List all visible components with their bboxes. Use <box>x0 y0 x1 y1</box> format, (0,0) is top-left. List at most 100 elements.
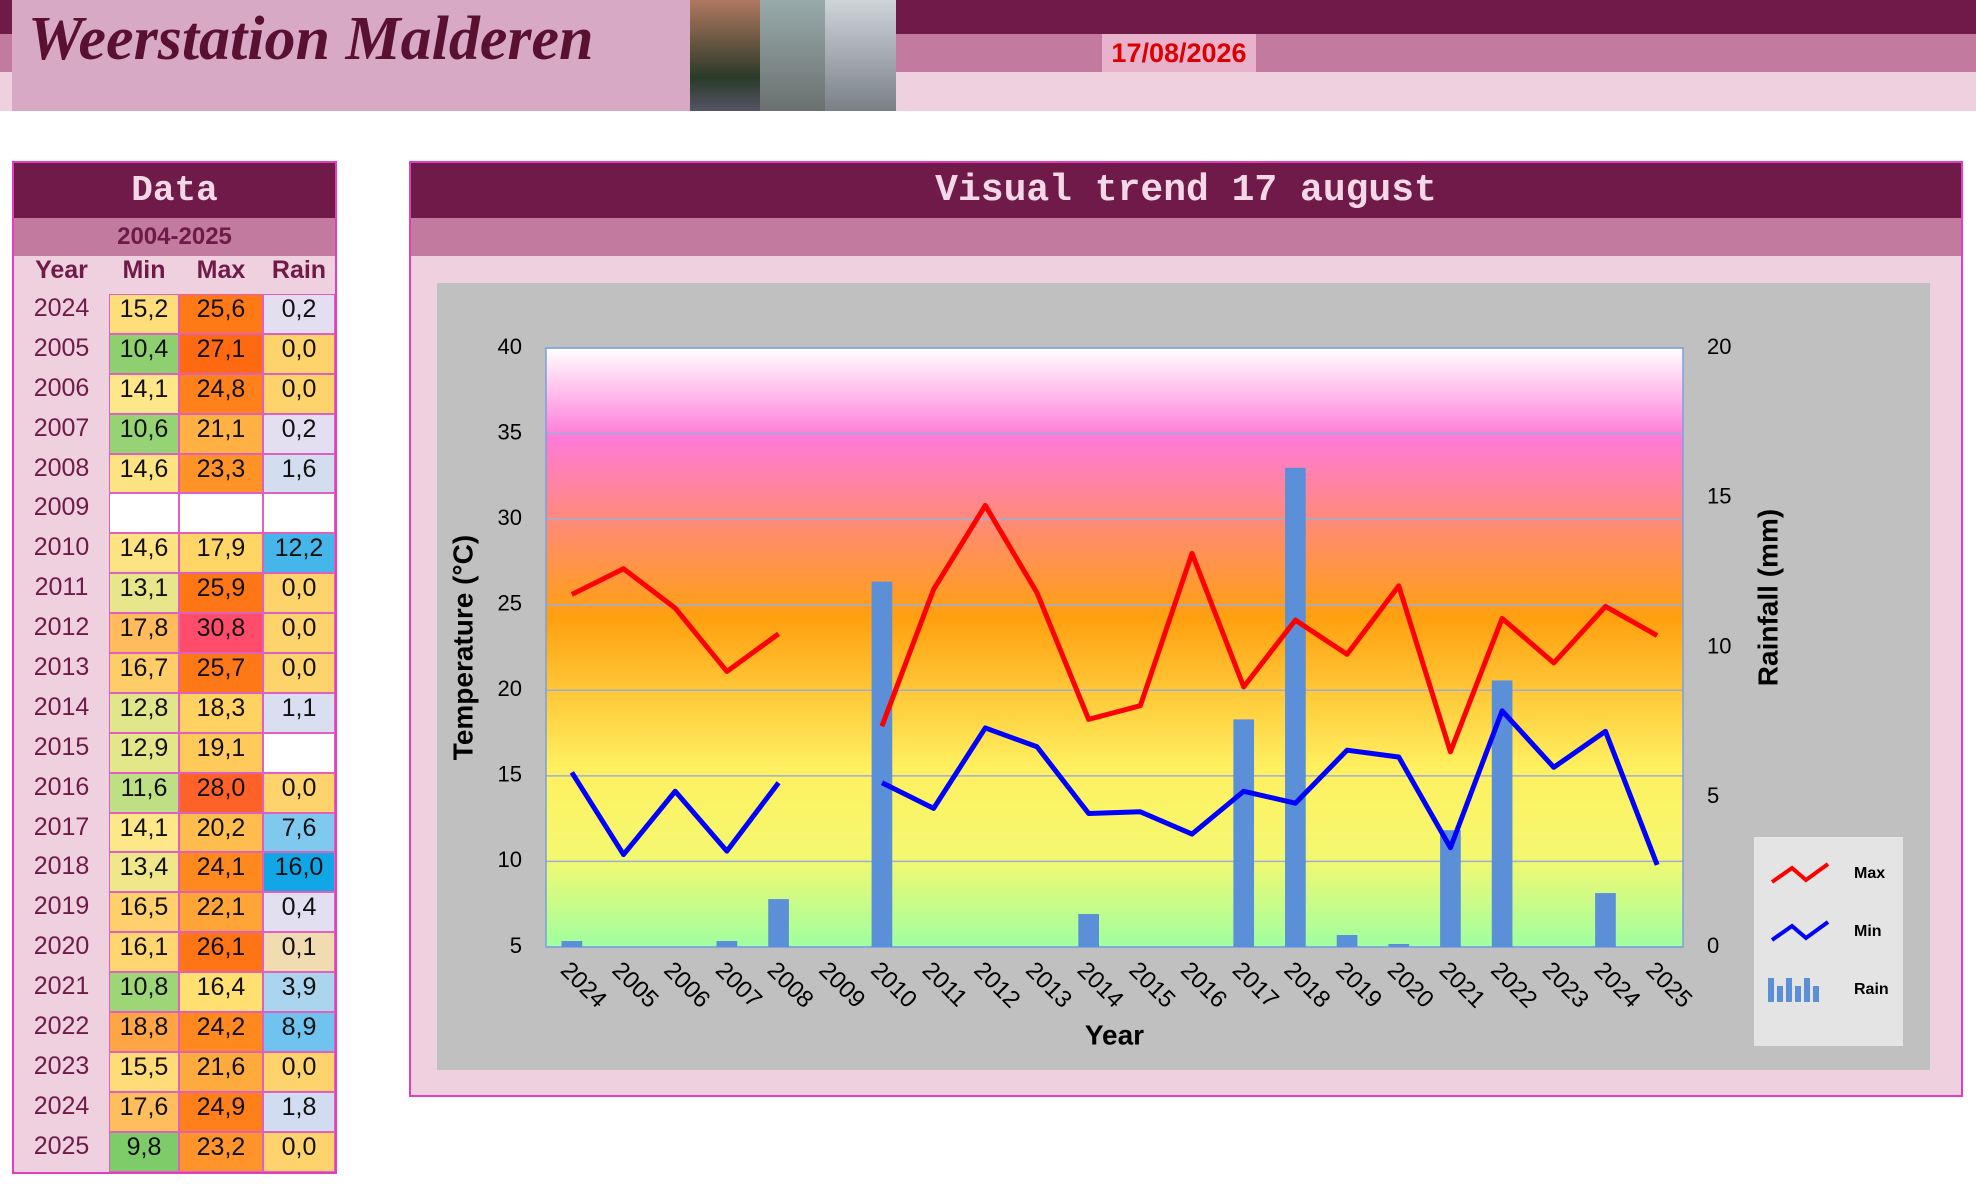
value-cell: 24,2 <box>179 1012 263 1052</box>
year-cell: 2021 <box>33 972 90 1001</box>
value-cell: 14,6 <box>109 453 179 494</box>
y-tick-label: 15 <box>498 762 522 787</box>
value-cell: 12,2 <box>263 533 335 574</box>
value-cell: 0,0 <box>263 333 335 374</box>
value-cell: 25,6 <box>179 294 263 334</box>
legend-icon <box>1770 920 1830 942</box>
y-tick-label: 20 <box>498 676 522 701</box>
rain-bar <box>1285 467 1306 947</box>
value-cell: 21,1 <box>179 413 263 454</box>
rain-bar <box>716 941 738 947</box>
legend-label: Rain <box>1854 981 1889 998</box>
value-cell: 17,9 <box>179 533 263 574</box>
value-cell: 24,1 <box>179 852 263 893</box>
table-row: 2022 18,8 24,2 8,9 <box>14 1012 335 1052</box>
chart-title: Visual trend 17 august <box>411 163 1961 218</box>
rain-bar <box>1233 719 1255 947</box>
value-cell <box>179 493 263 534</box>
value-cell: 15,5 <box>109 1051 179 1092</box>
value-cell: 10,4 <box>109 333 179 374</box>
value-cell: 1,8 <box>263 1091 335 1132</box>
y-tick-label: 5 <box>510 933 522 958</box>
y2-axis-title: Rainfall (mm) <box>1752 509 1783 686</box>
table-row: 2007 10,6 21,1 0,2 <box>14 413 335 454</box>
value-cell: 12,8 <box>109 692 179 733</box>
value-cell: 0,2 <box>263 294 335 334</box>
value-cell: 0,0 <box>263 573 335 614</box>
value-cell: 21,6 <box>179 1051 263 1092</box>
legend-icon <box>1768 978 1774 1002</box>
table-row: 2017 14,1 20,2 7,6 <box>14 812 335 853</box>
legend-icon <box>1786 978 1792 1002</box>
value-cell: 1,6 <box>263 453 335 494</box>
value-cell: 14,1 <box>109 373 179 414</box>
year-cell: 2013 <box>33 653 90 682</box>
value-cell: 24,8 <box>179 373 263 414</box>
column-header: Min <box>122 256 166 284</box>
table-title: Data <box>14 163 335 218</box>
table-row: 2011 13,1 25,9 0,0 <box>14 573 335 614</box>
value-cell: 11,6 <box>109 772 179 813</box>
table-row: 2021 10,8 16,4 3,9 <box>14 972 335 1013</box>
value-cell: 9,8 <box>109 1131 179 1172</box>
x-axis-title: Year <box>1085 1019 1144 1050</box>
value-cell: 0,0 <box>263 772 335 813</box>
year-cell: 2016 <box>33 772 90 801</box>
value-cell: 0,0 <box>263 613 335 654</box>
value-cell: 18,3 <box>179 692 263 733</box>
year-cell: 2020 <box>33 932 90 961</box>
table-row: 2012 17,8 30,8 0,0 <box>14 613 335 654</box>
y-tick-label: 35 <box>498 419 522 444</box>
value-cell: 18,8 <box>109 1012 179 1052</box>
year-cell: 2018 <box>33 852 90 881</box>
year-cell: 2005 <box>33 333 90 362</box>
year-cell: 2011 <box>34 573 89 602</box>
header-row: Year Min Max Rain <box>14 256 335 294</box>
rain-bar <box>1078 914 1099 947</box>
value-cell <box>263 493 335 534</box>
value-cell <box>109 493 179 534</box>
legend-icon <box>1813 986 1819 1002</box>
table-row: 2020 16,1 26,1 0,1 <box>14 932 335 973</box>
value-cell: 0,0 <box>263 1131 335 1172</box>
y-tick-label: 30 <box>498 505 522 530</box>
y2-tick-label: 0 <box>1707 933 1719 958</box>
value-cell: 25,7 <box>179 653 263 693</box>
value-cell: 0,4 <box>263 892 335 933</box>
table-row: 2024 15,2 25,6 0,2 <box>14 294 335 334</box>
value-cell: 17,8 <box>109 613 179 654</box>
data-table: Data 2004-2025 Year Min Max Rain 2024 15,2 25,… <box>12 161 337 1174</box>
value-cell: 26,1 <box>179 932 263 973</box>
table-row: 2024 17,6 24,9 1,8 <box>14 1091 335 1132</box>
table-row: 2018 13,4 24,1 16,0 <box>14 852 335 893</box>
value-cell: 0,1 <box>263 932 335 973</box>
line-series <box>570 502 1659 755</box>
y2-tick-label: 5 <box>1707 783 1719 808</box>
value-cell: 16,7 <box>109 653 179 693</box>
column-header: Rain <box>271 256 327 284</box>
table-row: 2023 15,5 21,6 0,0 <box>14 1051 335 1092</box>
table-row: 2006 14,1 24,8 0,0 <box>14 373 335 414</box>
y-tick-label: 40 <box>498 334 522 359</box>
value-cell: 23,2 <box>179 1131 263 1172</box>
value-cell: 7,6 <box>263 812 335 853</box>
value-cell: 24,9 <box>179 1091 263 1132</box>
sub-band <box>411 218 1961 256</box>
value-cell: 0,0 <box>263 653 335 693</box>
table-row: 2015 12,9 19,1 <box>14 732 335 773</box>
legend-icon <box>1795 986 1801 1002</box>
value-cell: 12,9 <box>109 732 179 773</box>
value-cell: 1,1 <box>263 692 335 733</box>
table-row: 2013 16,7 25,7 0,0 <box>14 653 335 693</box>
legend-label: Min <box>1854 923 1882 940</box>
column-header: Max <box>196 256 246 284</box>
year-cell: 2006 <box>33 373 90 402</box>
site-title: Weerstation Malderen <box>28 5 594 73</box>
table-row: 2008 14,6 23,3 1,6 <box>14 453 335 494</box>
line-series <box>569 708 1660 866</box>
table-row: 2016 11,6 28,0 0,0 <box>14 772 335 813</box>
value-cell: 13,4 <box>109 852 179 893</box>
rain-bar <box>768 899 789 947</box>
